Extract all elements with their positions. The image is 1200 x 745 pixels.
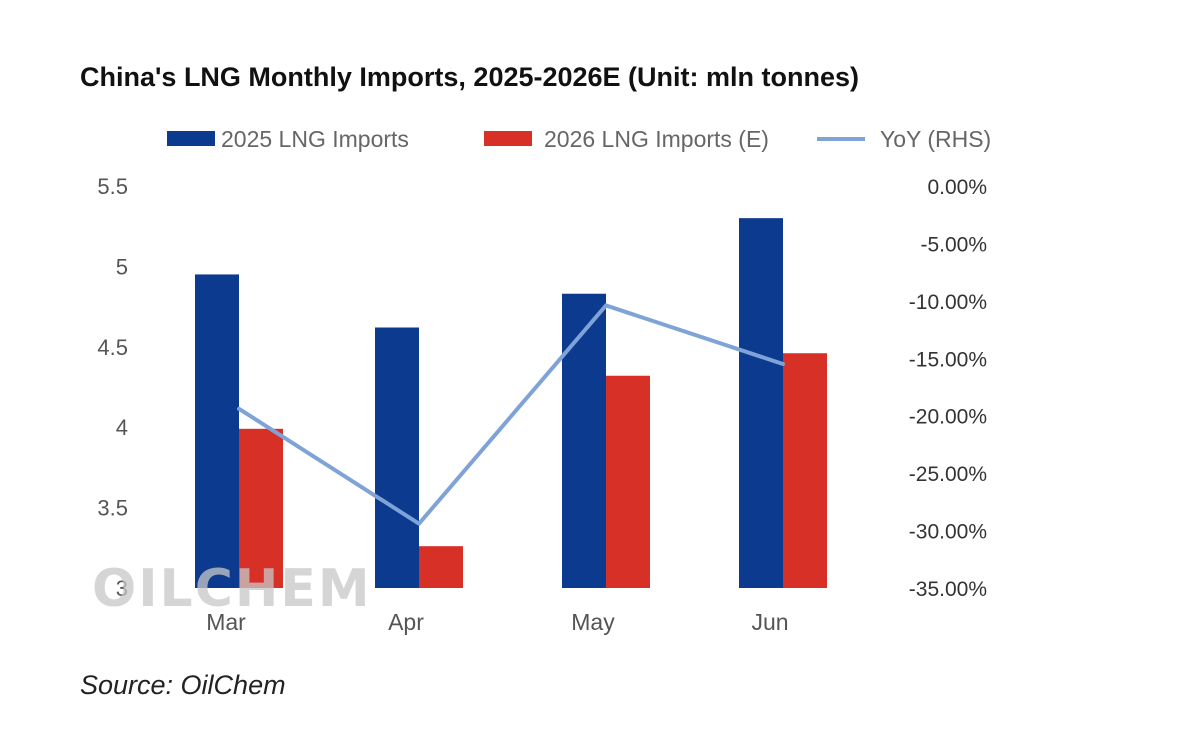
- y-right-tick-label: -35.00%: [909, 578, 987, 601]
- bar-2026e-apr: [419, 546, 463, 588]
- legend-item-1: 2025 LNG Imports: [167, 126, 409, 152]
- y-right-tick-label: 0.00%: [927, 176, 987, 199]
- y-right-tick-label: -15.00%: [909, 348, 987, 371]
- legend-swatch-1: [167, 131, 215, 146]
- bar-2025-mar: [195, 274, 239, 588]
- yoy-point-apr: [417, 522, 421, 526]
- legend-item-3: YoY (RHS): [817, 126, 991, 152]
- bar-2025-apr: [375, 327, 419, 588]
- y-left-tick-label: 3: [116, 576, 128, 601]
- yoy-line-group: [237, 303, 785, 526]
- x-tick-label-may: May: [571, 609, 615, 635]
- yoy-point-may: [604, 303, 608, 307]
- yoy-point-mar: [237, 407, 241, 411]
- x-tick-label-mar: Mar: [206, 609, 246, 635]
- y-left-tick-label: 5.5: [97, 174, 128, 199]
- legend-label-3: YoY (RHS): [880, 126, 991, 152]
- bars: [195, 218, 827, 588]
- y-right-tick-label: -25.00%: [909, 463, 987, 486]
- x-axis: Mar Apr May Jun: [206, 609, 788, 635]
- y-left-tick-label: 4: [116, 415, 128, 440]
- y-right-tick-label: -10.00%: [909, 291, 987, 314]
- y-right-tick-label: -30.00%: [909, 521, 987, 544]
- yoy-point-jun: [781, 362, 785, 366]
- legend: 2025 LNG Imports 2026 LNG Imports (E) YoY …: [167, 126, 991, 152]
- y-left-tick-label: 5: [116, 254, 128, 279]
- legend-label-1: 2025 LNG Imports: [221, 126, 409, 152]
- bar-2025-jun: [739, 218, 783, 588]
- y-right-tick-label: -20.00%: [909, 406, 987, 429]
- bar-2026e-jun: [783, 353, 827, 588]
- y-axis-left: 5.5 5 4.5 4 3.5 3: [97, 174, 128, 601]
- legend-label-2: 2026 LNG Imports (E): [544, 126, 769, 152]
- source-note: Source: OilChem: [80, 670, 286, 700]
- chart-title: China's LNG Monthly Imports, 2025-2026E …: [80, 62, 860, 92]
- legend-swatch-2: [484, 131, 532, 146]
- y-right-tick-label: -5.00%: [920, 233, 987, 256]
- bar-2026e-mar: [239, 428, 283, 588]
- x-tick-label-jun: Jun: [751, 609, 788, 635]
- y-left-tick-label: 3.5: [97, 496, 128, 521]
- y-left-tick-label: 4.5: [97, 335, 128, 360]
- yoy-line: [237, 303, 785, 526]
- bar-2025-may: [562, 293, 606, 588]
- legend-item-2: 2026 LNG Imports (E): [484, 126, 769, 152]
- bar-2026e-may: [606, 375, 650, 588]
- y-axis-right: 0.00% -5.00% -10.00% -15.00% -20.00% -25.00% -…: [909, 176, 987, 601]
- watermark: OILCHEM: [92, 559, 372, 619]
- x-tick-label-apr: Apr: [388, 609, 424, 635]
